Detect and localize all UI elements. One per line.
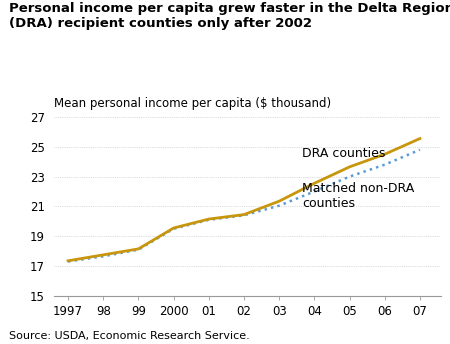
Text: Personal income per capita grew faster in the Delta Regional Authority
(DRA) rec: Personal income per capita grew faster i…	[9, 2, 450, 30]
Text: Matched non-DRA
counties: Matched non-DRA counties	[302, 182, 414, 210]
Text: DRA counties: DRA counties	[302, 147, 385, 160]
Text: Source: USDA, Economic Research Service.: Source: USDA, Economic Research Service.	[9, 331, 250, 341]
Text: Mean personal income per capita ($ thousand): Mean personal income per capita ($ thous…	[54, 97, 331, 110]
